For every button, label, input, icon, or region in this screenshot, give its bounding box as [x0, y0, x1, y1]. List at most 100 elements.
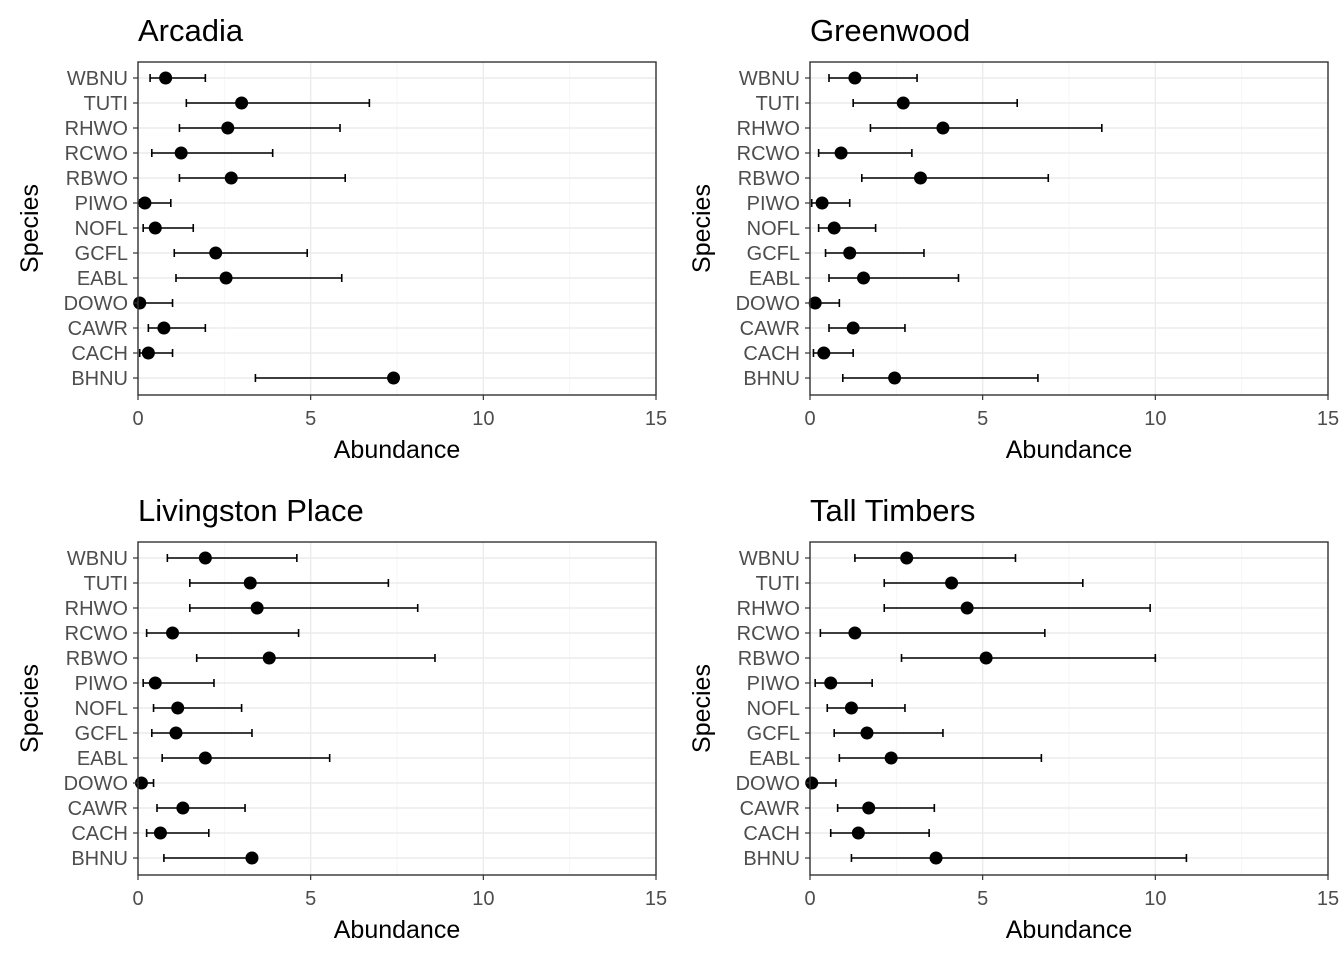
point-PIWO	[138, 196, 152, 210]
y-tick-label: CAWR	[740, 318, 800, 340]
point-CACH	[851, 826, 865, 840]
panel-title: Greenwood	[810, 13, 970, 48]
x-tick-label: 10	[1144, 888, 1166, 910]
point-NOFL	[827, 221, 841, 235]
point-CACH	[141, 346, 155, 360]
panel-2: WBNU TUTI RHWO RCWO RBWO PIWO NOFL GCFL EABL DOWO…	[16, 493, 667, 944]
y-tick-label: RCWO	[65, 623, 128, 645]
point-CAWR	[176, 801, 190, 815]
y-tick-label: NOFL	[75, 698, 128, 720]
x-tick-label: 15	[1317, 408, 1339, 430]
y-axis-title: Species	[16, 664, 44, 753]
point-DOWO	[133, 296, 147, 310]
x-axis-title: Abundance	[334, 916, 461, 944]
y-tick-label: RCWO	[737, 623, 800, 645]
y-tick-label: PIWO	[747, 673, 800, 695]
y-tick-label: WBNU	[739, 548, 800, 570]
y-tick-label: GCFL	[75, 723, 128, 745]
point-GCFL	[209, 246, 223, 260]
point-GCFL	[169, 726, 183, 740]
point-RHWO	[936, 121, 950, 135]
x-tick-label: 15	[1317, 888, 1339, 910]
x-tick-label: 0	[132, 408, 143, 430]
point-DOWO	[808, 296, 822, 310]
y-tick-label: CACH	[743, 343, 800, 365]
point-RCWO	[834, 146, 848, 160]
y-tick-label: BHNU	[743, 848, 800, 870]
point-RCWO	[848, 626, 862, 640]
y-tick-label: TUTI	[756, 573, 800, 595]
point-CAWR	[862, 801, 876, 815]
x-axis-title: Abundance	[334, 436, 461, 464]
y-tick-label: WBNU	[67, 548, 128, 570]
y-tick-label: NOFL	[747, 218, 800, 240]
point-RCWO	[174, 146, 188, 160]
y-tick-label: DOWO	[736, 773, 800, 795]
x-tick-label: 0	[132, 888, 143, 910]
point-PIWO	[815, 196, 829, 210]
y-tick-label: RCWO	[737, 143, 800, 165]
point-PIWO	[824, 676, 838, 690]
point-BHNU	[245, 851, 259, 865]
point-NOFL	[148, 221, 162, 235]
x-tick-label: 15	[645, 408, 667, 430]
x-tick-label: 15	[645, 888, 667, 910]
y-tick-label: TUTI	[84, 573, 128, 595]
y-tick-label: BHNU	[71, 848, 128, 870]
y-tick-label: RHWO	[65, 118, 128, 140]
x-tick-label: 10	[472, 888, 494, 910]
y-tick-label: RHWO	[737, 598, 800, 620]
point-RBWO	[979, 651, 993, 665]
y-axis-title: Species	[16, 184, 44, 273]
point-RBWO	[262, 651, 276, 665]
point-RHWO	[960, 601, 974, 615]
point-EABL	[219, 271, 233, 285]
point-DOWO	[805, 776, 819, 790]
point-WBNU	[198, 551, 212, 565]
y-tick-label: BHNU	[71, 368, 128, 390]
y-tick-label: PIWO	[75, 673, 128, 695]
y-tick-label: EABL	[749, 748, 800, 770]
y-tick-label: GCFL	[747, 723, 800, 745]
panel-0: WBNU TUTI RHWO RCWO RBWO PIWO NOFL GCFL EABL DOWO…	[16, 13, 667, 464]
y-tick-label: NOFL	[747, 698, 800, 720]
point-EABL	[198, 751, 212, 765]
point-NOFL	[171, 701, 185, 715]
y-tick-label: WBNU	[739, 68, 800, 90]
y-tick-label: WBNU	[67, 68, 128, 90]
point-NOFL	[844, 701, 858, 715]
point-TUTI	[896, 96, 910, 110]
panel-title: Livingston Place	[138, 493, 364, 528]
y-tick-label: CACH	[71, 823, 128, 845]
x-tick-label: 0	[804, 888, 815, 910]
point-CACH	[153, 826, 167, 840]
y-tick-label: CAWR	[68, 798, 128, 820]
panel-3: WBNU TUTI RHWO RCWO RBWO PIWO NOFL GCFL EABL DOWO…	[688, 493, 1339, 944]
point-RHWO	[221, 121, 235, 135]
point-RCWO	[166, 626, 180, 640]
y-tick-label: GCFL	[75, 243, 128, 265]
y-tick-label: DOWO	[64, 773, 128, 795]
point-CAWR	[157, 321, 171, 335]
y-tick-label: CACH	[71, 343, 128, 365]
y-tick-label: BHNU	[743, 368, 800, 390]
point-CACH	[817, 346, 831, 360]
y-tick-label: RCWO	[65, 143, 128, 165]
y-tick-label: EABL	[77, 268, 128, 290]
y-tick-label: CAWR	[68, 318, 128, 340]
y-tick-label: RHWO	[737, 118, 800, 140]
y-tick-label: RBWO	[66, 648, 128, 670]
y-tick-label: EABL	[749, 268, 800, 290]
y-axis-title: Species	[688, 664, 716, 753]
point-GCFL	[860, 726, 874, 740]
point-TUTI	[243, 576, 257, 590]
x-tick-label: 5	[305, 888, 316, 910]
point-WBNU	[900, 551, 914, 565]
x-tick-label: 0	[804, 408, 815, 430]
panel-title: Arcadia	[138, 13, 244, 48]
panel-1: WBNU TUTI RHWO RCWO RBWO PIWO NOFL GCFL EABL DOWO…	[688, 13, 1339, 464]
x-tick-label: 10	[1144, 408, 1166, 430]
y-tick-label: RBWO	[66, 168, 128, 190]
y-tick-label: GCFL	[747, 243, 800, 265]
